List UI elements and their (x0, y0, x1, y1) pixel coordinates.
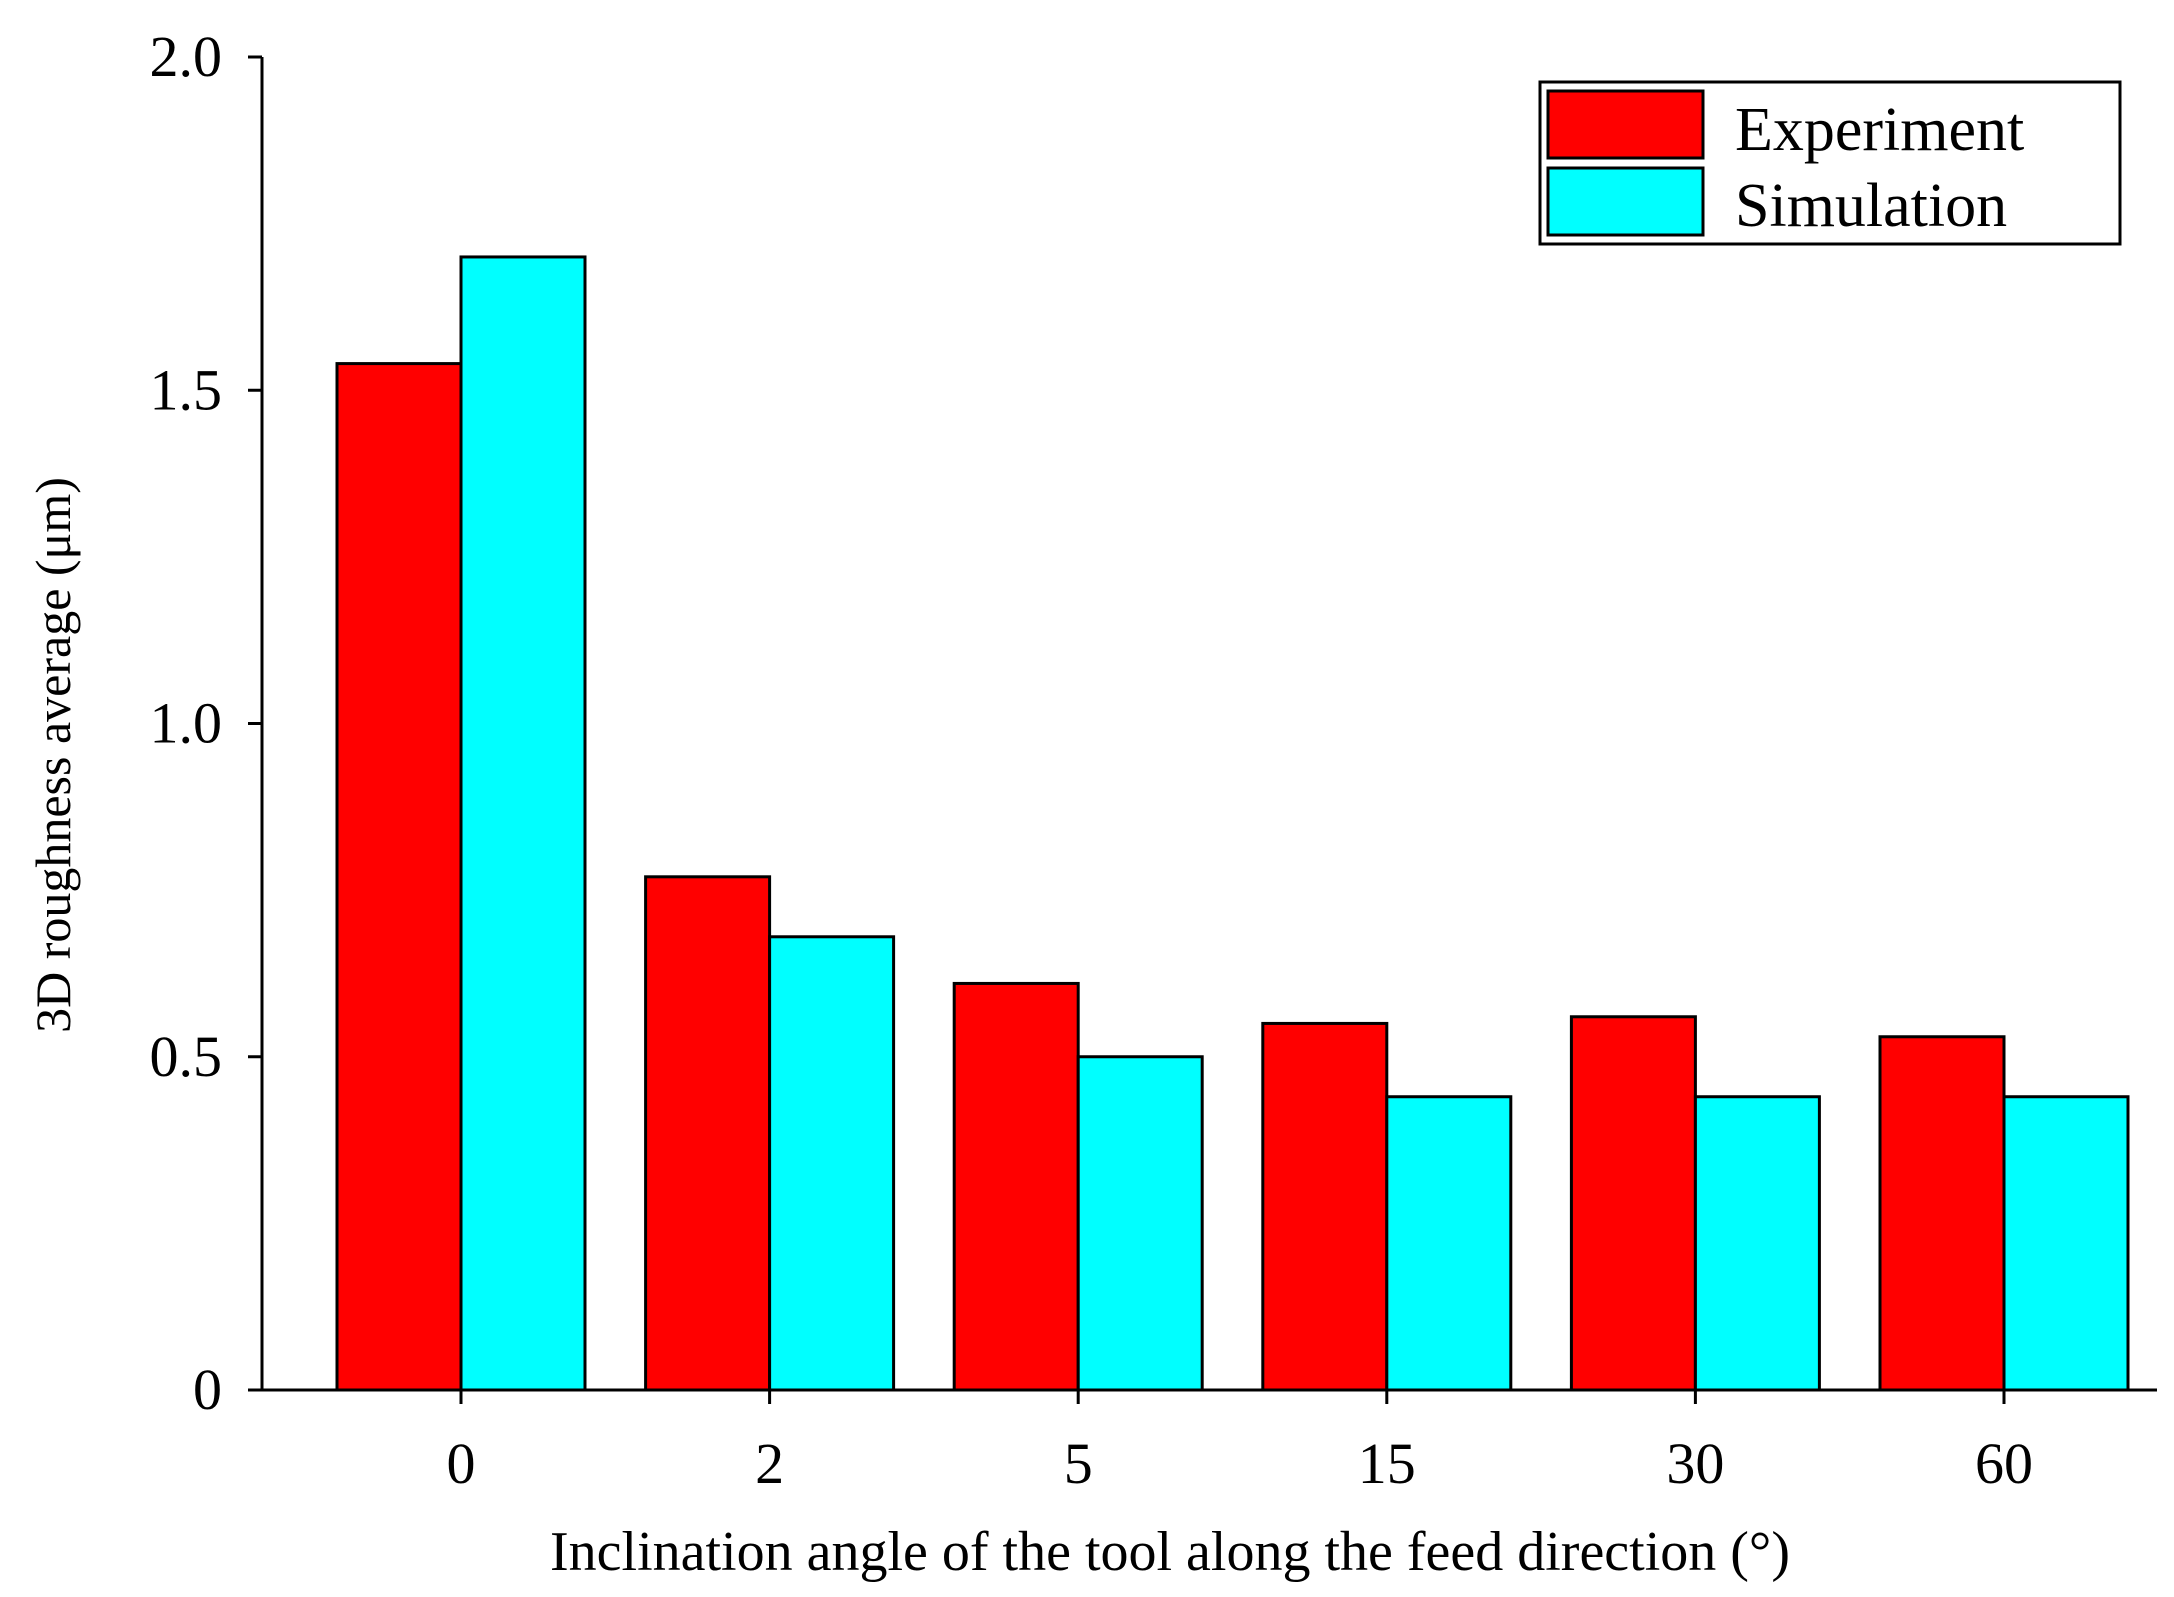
ticks-group: 0 0.5 1.0 1.5 2.0 0 2 5 15 30 60 (150, 24, 2034, 1496)
bar-simulation-60 (2002, 1095, 2130, 1392)
legend-swatch-experiment (1546, 89, 1705, 160)
y-tick-label: 1.0 (150, 691, 223, 756)
x-axis-title: Inclination angle of the tool along the … (550, 1521, 1790, 1583)
bar-simulation-2 (768, 935, 896, 1392)
bar-simulation-30 (1693, 1095, 1821, 1392)
bar-experiment-0 (335, 362, 463, 1392)
legend: Experiment Simulation (1538, 80, 2122, 246)
y-tick-label: 0.5 (150, 1024, 223, 1089)
bar-simulation-5 (1076, 1055, 1204, 1392)
x-tick-label: 0 (447, 1431, 476, 1496)
x-tick-label: 2 (755, 1431, 784, 1496)
y-tick-label: 1.5 (150, 357, 223, 422)
x-tick-label: 60 (1975, 1431, 2033, 1496)
bar-simulation-15 (1385, 1095, 1513, 1392)
bar-experiment-5 (952, 981, 1080, 1392)
x-tick-label: 30 (1666, 1431, 1724, 1496)
y-tick-label: 0 (193, 1357, 222, 1422)
y-tick-label: 2.0 (150, 24, 223, 89)
bar-experiment-30 (1569, 1015, 1697, 1392)
bars-group (335, 255, 2130, 1392)
bar-experiment-60 (1878, 1035, 2006, 1392)
bar-experiment-15 (1261, 1021, 1389, 1392)
legend-label-experiment: Experiment (1735, 96, 2024, 164)
legend-label-simulation: Simulation (1735, 172, 2007, 240)
y-axis-title: 3D roughness average (μm) (25, 477, 81, 1033)
x-tick-label: 15 (1358, 1431, 1416, 1496)
legend-swatch-simulation (1546, 166, 1705, 237)
x-tick-label: 5 (1064, 1431, 1093, 1496)
bar-simulation-0 (459, 255, 587, 1392)
bar-experiment-2 (644, 875, 772, 1392)
